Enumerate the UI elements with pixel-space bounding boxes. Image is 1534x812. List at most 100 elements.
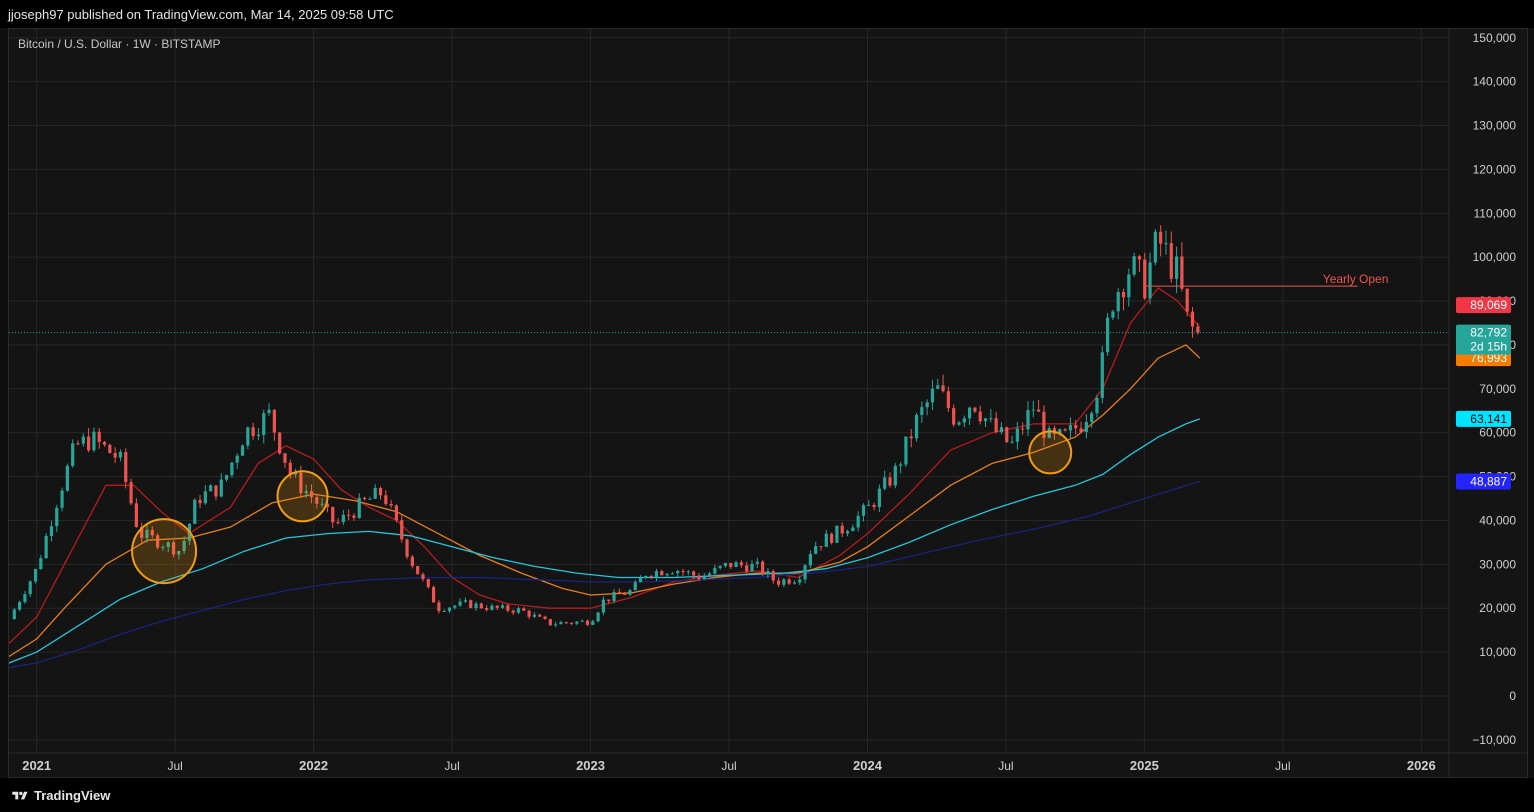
candle-body: [920, 407, 924, 415]
candle-body: [776, 580, 781, 585]
candle-body: [325, 503, 330, 507]
candle-body: [495, 605, 499, 608]
candle-body: [824, 533, 828, 547]
candle-body: [1037, 409, 1041, 412]
candle-body: [755, 561, 759, 564]
candle-body: [134, 503, 138, 528]
y-tick-label: 10,000: [1479, 645, 1516, 659]
candle-body: [713, 567, 717, 574]
candle-body: [707, 573, 712, 577]
candle-body: [240, 445, 245, 456]
candle-body: [1015, 428, 1019, 442]
price-chart[interactable]: −10,000010,00020,00030,00040,00050,00060…: [9, 29, 1527, 777]
candle-body: [283, 453, 287, 463]
candle-body: [607, 599, 611, 601]
candle-body: [203, 491, 207, 504]
candle-body: [140, 527, 144, 538]
y-tick-label: 20,000: [1479, 601, 1516, 615]
x-tick-label: 2023: [576, 758, 605, 773]
candle-body: [1127, 274, 1131, 298]
candle-body: [1063, 429, 1067, 431]
plot-layer: [9, 225, 1201, 669]
candle-body: [177, 551, 181, 555]
publish-info-text: jjoseph97 published on TradingView.com, …: [8, 7, 394, 22]
price-badge: [1456, 297, 1511, 314]
candle-body: [1159, 231, 1163, 244]
candle-body: [33, 569, 38, 582]
candle-body: [644, 575, 648, 578]
symbol-title: Bitcoin / U.S. Dollar · 1W · BITSTAMP: [18, 37, 220, 51]
candle-body: [1068, 425, 1073, 431]
candle-body: [569, 622, 574, 624]
candle-body: [973, 407, 977, 412]
candle-body: [198, 499, 202, 504]
candle-body: [745, 565, 749, 572]
candle-body: [506, 605, 510, 611]
candle-body: [320, 503, 324, 505]
tradingview-logo[interactable]: TradingView: [12, 788, 110, 803]
candle-body: [1185, 288, 1189, 312]
candle-body: [787, 579, 791, 584]
chart-area[interactable]: −10,000010,00020,00030,00040,00050,00060…: [8, 28, 1528, 778]
candle-body: [808, 553, 812, 566]
candle-body: [1143, 259, 1147, 299]
candle-body: [246, 427, 250, 446]
candle-body: [453, 605, 457, 608]
candle-body: [633, 582, 637, 591]
candle-body: [1190, 311, 1195, 327]
candle-body: [1111, 311, 1115, 318]
candle-body: [1042, 411, 1046, 438]
candle-body: [803, 565, 807, 580]
candle-body: [617, 591, 621, 595]
candle-body: [888, 477, 892, 486]
candle-body: [819, 546, 823, 548]
candle-body: [845, 531, 850, 534]
candle-body: [766, 571, 770, 575]
candle-body: [373, 487, 377, 499]
candle-body: [654, 571, 659, 578]
candle-body: [1116, 292, 1120, 312]
tradingview-logo-icon: [12, 791, 28, 799]
price-badge: [1456, 473, 1511, 490]
candle-body: [1105, 317, 1110, 353]
candle-body: [771, 571, 775, 581]
candle-body: [65, 465, 69, 491]
candle-body: [362, 497, 367, 500]
last-price-label: 82,792: [1470, 326, 1507, 340]
candle-body: [527, 610, 531, 617]
candle-body: [559, 622, 563, 625]
candle-body: [962, 418, 966, 423]
candle-body: [28, 581, 32, 595]
tradingview-brand-text: TradingView: [34, 788, 111, 803]
candle-body: [1137, 256, 1142, 260]
candle-body: [702, 576, 706, 580]
candle-body: [591, 621, 595, 625]
x-tick-label: 2026: [1407, 758, 1436, 773]
candle-body: [272, 409, 276, 433]
candle-body: [81, 436, 85, 444]
candle-body: [368, 498, 372, 500]
candle-body: [97, 431, 101, 443]
candle-body: [1031, 409, 1035, 411]
y-tick-label: −10,000: [1472, 733, 1516, 747]
candle-body: [909, 436, 913, 439]
candle-body: [686, 571, 690, 573]
candle-body: [474, 603, 478, 608]
candle-body: [251, 427, 255, 437]
highlight-circle: [131, 518, 198, 585]
candle-body: [925, 402, 929, 408]
candle-body: [739, 562, 743, 566]
candle-body: [1121, 292, 1126, 298]
candle-body: [893, 465, 897, 486]
candle-body: [914, 414, 919, 439]
candle-body: [872, 504, 876, 508]
x-tick-label: 2025: [1130, 758, 1159, 773]
candle-body: [76, 443, 80, 445]
y-tick-label: 110,000: [1474, 206, 1517, 220]
candle-body: [1153, 231, 1157, 263]
moving-average-line: [9, 418, 1201, 664]
candle-body: [718, 565, 722, 568]
candle-body: [835, 525, 839, 543]
candle-body: [543, 616, 547, 620]
candle-body: [44, 535, 48, 559]
